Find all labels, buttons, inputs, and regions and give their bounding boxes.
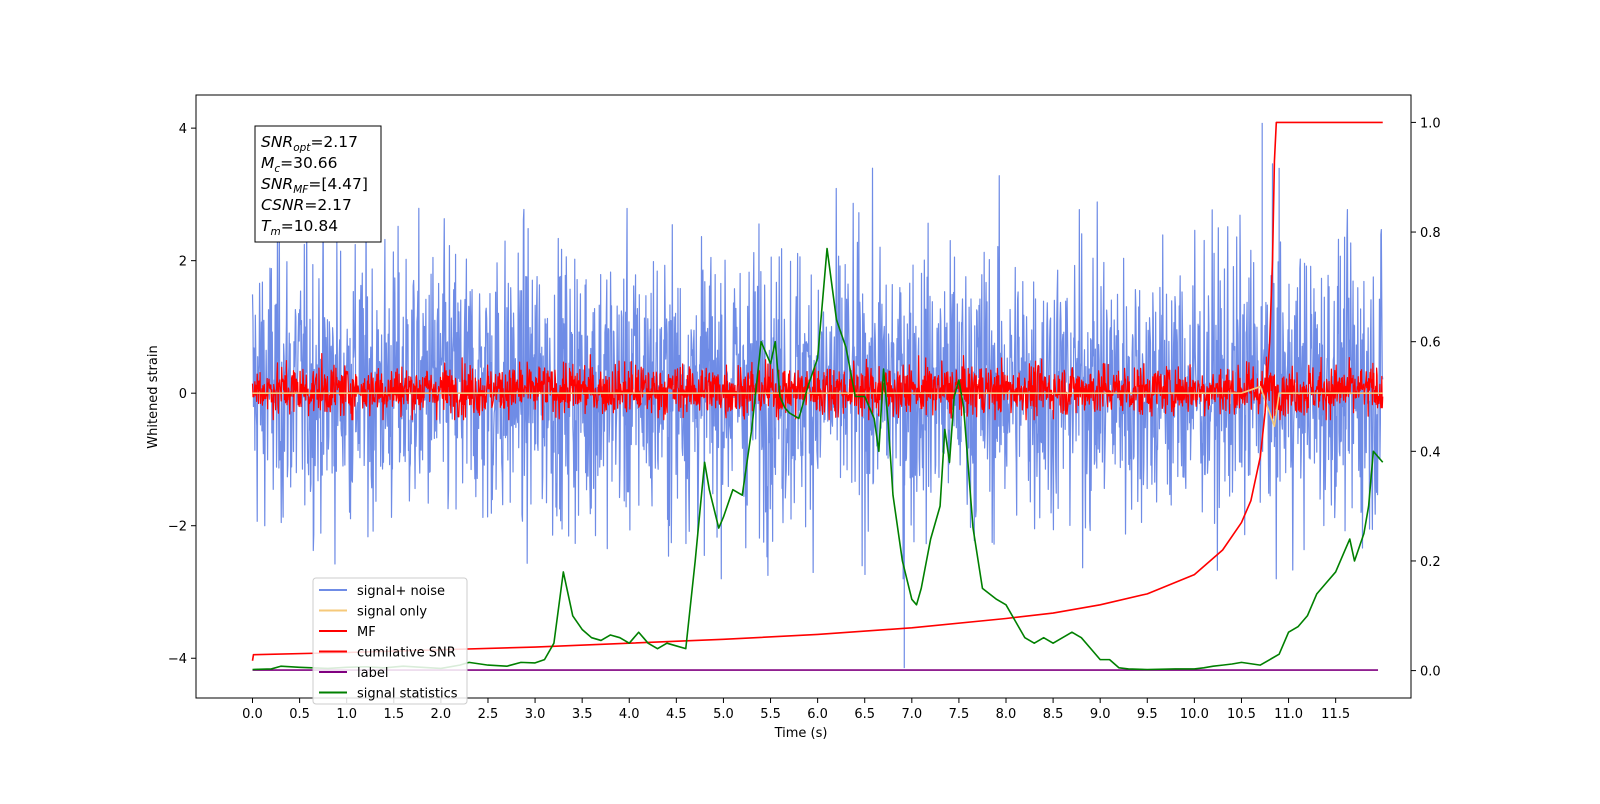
- x-tick-label: 0.0: [242, 707, 263, 722]
- y-right-tick-label: 0.0: [1420, 665, 1441, 680]
- x-axis: 0.0 0.5 1.0 1.5 2.0 2.5 3.0 3.5 4.0 4.5 5.0 5.5 6.0 6…: [242, 698, 1350, 722]
- info-line: SNRopt=2.17: [261, 133, 358, 154]
- x-tick-label: 0.5: [289, 707, 310, 722]
- y-axis-right: 0.0 0.2 0.4 0.6 0.8 1.0: [1411, 116, 1441, 680]
- x-tick-label: 7.5: [949, 707, 970, 722]
- series-line-1: [252, 385, 1383, 428]
- y-right-tick-label: 1.0: [1420, 116, 1441, 131]
- info-line: SNRMF=[4.47]: [261, 175, 368, 196]
- legend-entry: MF: [357, 625, 376, 640]
- x-tick-label: 10.5: [1227, 707, 1256, 722]
- x-axis-label: Time (s): [774, 726, 828, 741]
- legend-entry: signal only: [357, 605, 427, 620]
- y-right-tick-label: 0.8: [1420, 226, 1441, 241]
- legend-frame: [312, 577, 468, 705]
- y-left-tick-label: 2: [179, 255, 187, 270]
- x-tick-label: 10.0: [1180, 707, 1209, 722]
- x-tick-label: 7.0: [901, 707, 922, 722]
- series-line-2: [251, 353, 1384, 421]
- x-tick-label: 1.0: [336, 707, 357, 722]
- info-box-frame: [254, 125, 382, 243]
- x-tick-label: 2.5: [478, 707, 499, 722]
- series-line-3: [251, 121, 1383, 661]
- y-right-tick-label: 0.4: [1420, 445, 1441, 460]
- x-tick-label: 11.5: [1321, 707, 1350, 722]
- x-tick-label: 1.5: [383, 707, 404, 722]
- legend-entry: signal statistics: [357, 687, 458, 702]
- y-left-tick-label: −2: [168, 520, 187, 535]
- x-tick-label: 3.0: [525, 707, 546, 722]
- x-tick-label: 9.0: [1090, 707, 1111, 722]
- y-left-tick-label: 4: [179, 122, 187, 137]
- y-right-tick-label: 0.2: [1420, 555, 1441, 570]
- legend-entry: cumilative SNR: [357, 646, 456, 661]
- x-tick-label: 8.5: [1043, 707, 1064, 722]
- y-right-tick-label: 0.6: [1420, 336, 1441, 351]
- x-tick-label: 5.0: [713, 707, 734, 722]
- plot-frame: [195, 94, 1412, 699]
- series-line-5: [252, 247, 1384, 671]
- x-tick-label: 6.5: [854, 707, 875, 722]
- x-tick-label: 6.0: [807, 707, 828, 722]
- x-tick-label: 8.0: [996, 707, 1017, 722]
- series-line-0: [251, 122, 1384, 669]
- info-line: Mc=30.66: [261, 154, 338, 175]
- x-tick-label: 5.5: [760, 707, 781, 722]
- legend: signal+ noise signal only MF cumilative SNR…: [312, 577, 468, 705]
- y-left-tick-label: −4: [168, 652, 187, 667]
- y-left-tick-label: 0: [179, 387, 187, 402]
- y-axis-label: Whitened strain: [146, 345, 161, 448]
- x-tick-label: 9.5: [1137, 707, 1158, 722]
- x-tick-label: 2.0: [431, 707, 452, 722]
- x-tick-label: 3.5: [572, 707, 593, 722]
- info-box: SNRopt=2.17Mc=30.66SNRMF=[4.47]CSNR=2.17…: [254, 125, 382, 243]
- x-tick-label: 11.0: [1274, 707, 1303, 722]
- info-line: Tm=10.84: [261, 217, 338, 238]
- info-line: CSNR=2.17: [261, 196, 352, 214]
- legend-entry: label: [357, 666, 388, 681]
- y-axis-left: −4 −2 0 2 4: [168, 122, 196, 667]
- x-tick-label: 4.0: [619, 707, 640, 722]
- x-tick-label: 4.5: [666, 707, 687, 722]
- legend-entry: signal+ noise: [357, 584, 445, 599]
